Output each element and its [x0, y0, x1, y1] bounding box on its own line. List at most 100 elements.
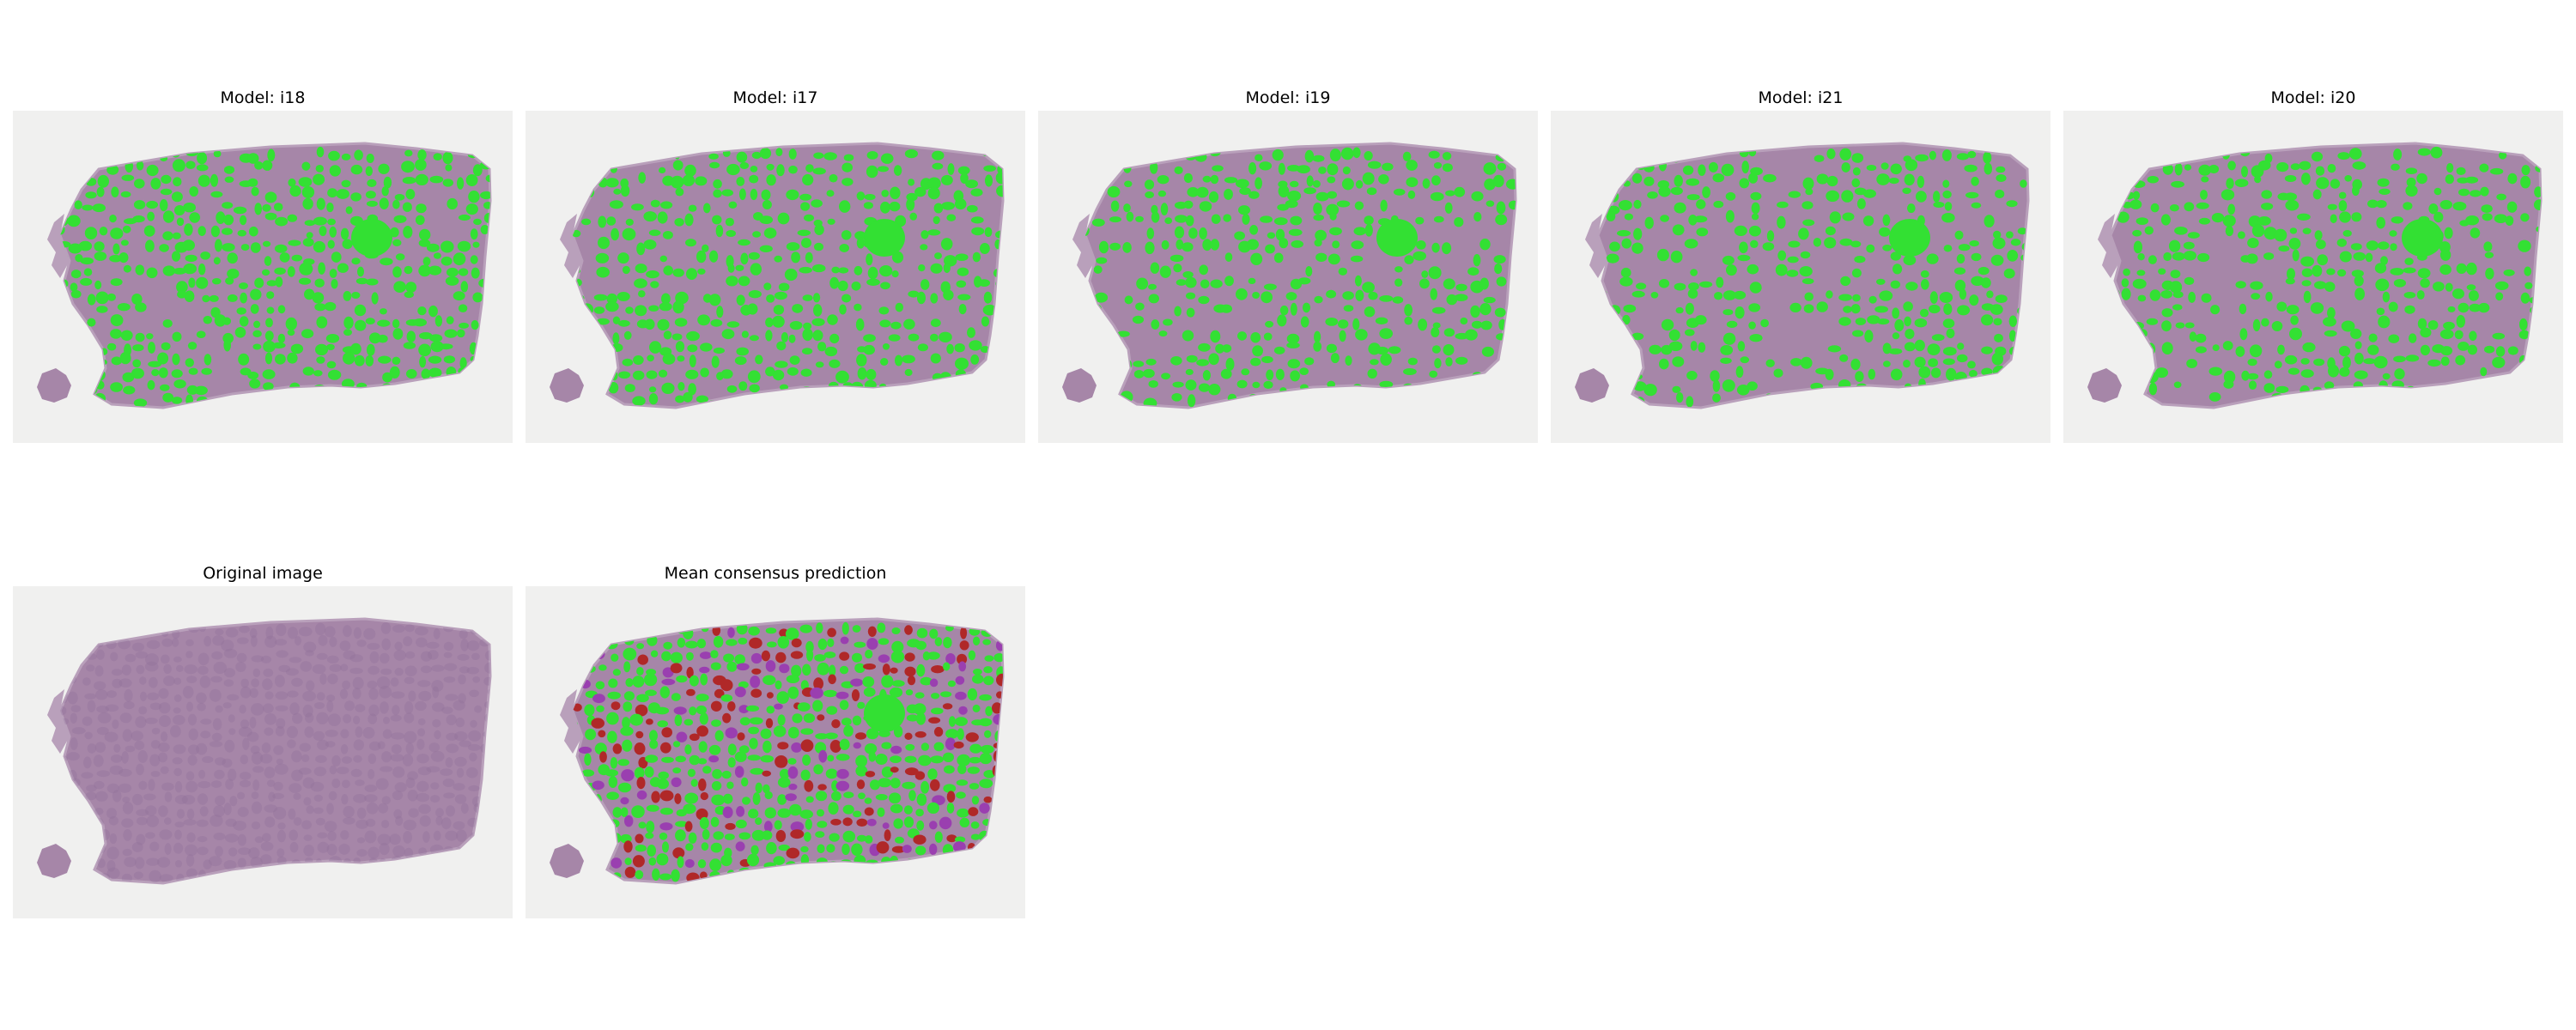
tissue-region [983, 165, 996, 172]
tissue-region [417, 728, 426, 736]
tissue-region [2389, 230, 2397, 237]
tissue-region [646, 804, 659, 812]
tissue-region [789, 355, 800, 365]
tissue-region [957, 728, 964, 741]
tissue-region [612, 743, 623, 754]
tissue-region [343, 625, 352, 638]
tissue-region [2123, 268, 2130, 276]
tissue-region [305, 712, 314, 724]
tissue-region [430, 782, 440, 790]
tissue-region [325, 730, 338, 737]
tissue-region [739, 162, 750, 169]
tissue-region [2498, 151, 2507, 160]
tissue-region [149, 702, 162, 711]
tissue-region [827, 638, 835, 647]
tissue-region [1765, 359, 1775, 367]
tissue-region [472, 164, 483, 177]
tissue-region [1126, 211, 1134, 222]
tissue-region [422, 257, 431, 266]
tissue-region [608, 678, 618, 688]
tissue-region [725, 822, 736, 830]
tissue-region [87, 700, 96, 712]
tissue-region [1364, 306, 1376, 318]
tissue-region [120, 191, 131, 198]
tissue-region [675, 395, 685, 403]
tissue-region [2197, 252, 2210, 263]
tissue-region [629, 713, 643, 726]
tissue-region [144, 718, 158, 724]
tissue-region [839, 700, 849, 711]
tissue-region [948, 716, 956, 727]
tissue-region [187, 342, 197, 350]
tissue-region [1479, 238, 1491, 251]
tissue-region [711, 794, 726, 806]
tissue-region [2338, 200, 2348, 212]
tissue-region [456, 767, 465, 779]
tissue-region [262, 203, 271, 212]
tissue-region [1650, 292, 1659, 299]
tissue-region [404, 712, 415, 724]
tissue-region [1252, 345, 1263, 357]
tissue-region [314, 303, 326, 312]
tissue-region [663, 265, 673, 276]
tissue-region [2315, 166, 2325, 176]
tissue-region [933, 203, 944, 214]
tissue-region [473, 218, 482, 226]
tissue-region [1850, 304, 1861, 314]
tissue-fringe [560, 214, 582, 278]
tissue-region [764, 791, 773, 800]
tissue-region [965, 732, 979, 742]
tissue-region [881, 675, 894, 688]
tissue-region [1376, 346, 1389, 355]
tissue-region [458, 268, 469, 276]
tissue-region [1852, 294, 1861, 302]
tissue-region [1739, 241, 1748, 254]
tissue-region [931, 693, 940, 700]
tissue-region [222, 202, 234, 209]
tissue-region [903, 805, 913, 815]
tissue-region [344, 700, 355, 712]
tissue-region [1330, 353, 1340, 364]
tissue-region [340, 663, 349, 672]
tissue-region [966, 204, 978, 213]
tissue-region [800, 845, 809, 852]
tissue-region [581, 769, 595, 777]
tissue-region [1959, 288, 1967, 300]
tissue-region [636, 777, 646, 790]
tissue-region [882, 343, 890, 350]
tissue-region [1801, 278, 1814, 285]
tissue-region [1991, 352, 2003, 366]
tissue-region [94, 808, 104, 815]
tissue-region [1649, 344, 1662, 354]
tissue-region [726, 385, 738, 393]
tissue-region [262, 678, 273, 690]
tissue-region [1495, 214, 1508, 226]
tissue-region [313, 240, 325, 253]
tissue-region [2417, 268, 2431, 279]
tissue-region [1431, 306, 1446, 314]
tissue-region [203, 859, 212, 869]
tissue-region [1236, 288, 1248, 300]
tissue-region [357, 266, 364, 277]
tissue-region [157, 352, 169, 365]
tissue-region [428, 742, 440, 753]
tissue-region [288, 239, 301, 246]
tissue-region [928, 717, 941, 724]
tissue-region [1946, 367, 1957, 381]
tissue-region [1802, 177, 1814, 191]
tissue-region [85, 791, 97, 801]
tissue-region [174, 821, 185, 828]
tissue-region [672, 300, 684, 314]
tissue-region [1273, 346, 1285, 354]
tissue-region [799, 809, 813, 819]
tissue-region [956, 791, 966, 799]
tissue-region [1352, 318, 1360, 330]
tissue-region [1327, 163, 1339, 176]
tissue-region [805, 251, 813, 264]
tissue-region [1352, 147, 1361, 159]
tissue-region [855, 732, 866, 740]
tissue-region [1250, 332, 1261, 343]
tissue-region [85, 191, 97, 199]
tissue-region [315, 754, 327, 763]
tissue-region [675, 341, 685, 353]
